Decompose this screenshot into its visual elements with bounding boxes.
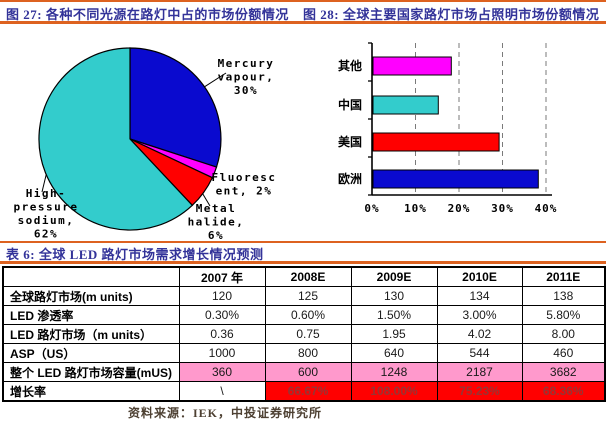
table-cell: \ [178,381,266,402]
pie-chart-light-sources: Mercury vapour, 30% Fluoresc ent, 2% Metal hal… [14,47,277,242]
pie-slice-high-pressure-sodium [38,47,194,231]
table-col-header: 2010E [436,266,523,287]
led-forecast-table: 2007 年 2008E 2009E 2010E 2011E 全球路灯市场(m units… [2,266,606,402]
table-cell: 120 [178,286,266,306]
fig27-title: 图 27: 各种不同光源在路灯中占的市场份额情况 [6,7,289,22]
source-note: 资料来源：IEK，中投证券研究所 [128,406,323,420]
table-cell: 1000 [178,343,266,363]
table-col-header: 2011E [521,266,606,287]
top-divider [0,0,606,2]
table-row: 增长率 \ 66.67% 108.00% 75.23% 68.36% [2,381,606,402]
table-cell: 0.30% [178,305,266,325]
x-tick-label-10: 10% [404,202,427,215]
bar-cat-1 [372,95,439,115]
pie-label-metal-halide: Metal halide, 6% [188,202,245,242]
table-cell: 5.80% [521,305,606,325]
bar-cat-2 [372,132,500,152]
table-cell: 1.50% [350,305,438,325]
bar-cat-3 [372,169,539,189]
table-cell: 4.02 [436,324,523,344]
table-corner-cell [2,266,180,287]
table-title-top-rule [0,241,606,243]
table-cell: 3.00% [436,305,523,325]
table-cell: 1248 [350,362,438,382]
table-cell: 8.00 [521,324,606,344]
table-cell: 75.23% [436,381,523,402]
bar-cat-0 [372,56,452,76]
table-row: ASP（US） 1000 800 640 544 460 [2,343,606,363]
pie-leader-mercury-vapour [204,72,227,88]
row-label: 增长率 [2,381,180,402]
table-row: LED 渗透率 0.30% 0.60% 1.50% 3.00% 5.80% [2,305,606,325]
table-cell: 108.00% [350,381,438,402]
pie-slice-mercury-vapour [129,47,222,168]
table-cell: 0.60% [264,305,352,325]
pie-label-fluorescent: Fluoresc ent, 2% [212,171,277,198]
header-divider [0,21,606,24]
pie-leader-metal-halide [202,193,211,207]
table-cell: 1.95 [350,324,438,344]
table-col-header: 2009E [350,266,438,287]
table-header-row: 2007 年 2008E 2009E 2010E 2011E [2,266,606,287]
x-tick-label-40: 40% [535,202,558,215]
row-label: LED 渗透率 [2,305,180,325]
table-cell: 134 [436,286,523,306]
table-row: 全球路灯市场(m units) 120 125 130 134 138 [2,286,606,306]
bar-category-label-2: 美国 [338,134,362,149]
row-label: 全球路灯市场(m units) [2,286,180,306]
x-tick-label-20: 20% [448,202,471,215]
pie-leader-high-pressure-sodium [41,174,47,193]
pie-label-mercury-vapour: Mercury vapour, 30% [218,57,275,97]
table-cell: 138 [521,286,606,306]
table-cell: 360 [178,362,266,382]
table-col-header: 2008E [264,266,352,287]
table-title-bottom-rule [0,261,606,264]
bar-category-label-0: 其他 [338,58,362,73]
row-label: LED 路灯市场（m units） [2,324,180,344]
table-row: 整个 LED 路灯市场容量(mUS) 360 600 1248 2187 3682 [2,362,606,382]
table-cell: 800 [264,343,352,363]
table-cell: 544 [436,343,523,363]
table-cell: 68.36% [521,381,606,402]
table-cell: 640 [350,343,438,363]
row-label: 整个 LED 路灯市场容量(mUS) [2,362,180,382]
table-cell: 0.36 [178,324,266,344]
table-cell: 125 [264,286,352,306]
x-tick-label-0: 0% [364,202,379,215]
table-cell: 460 [521,343,606,363]
table-col-header: 2007 年 [178,266,266,287]
x-tick-label-30: 30% [491,202,514,215]
table-cell: 0.75 [264,324,352,344]
pie-label-high-pressure-sodium: High-pressure sodium, 62% [14,187,79,241]
table-row: LED 路灯市场（m units） 0.36 0.75 1.95 4.02 8.00 [2,324,606,344]
row-label: ASP（US） [2,343,180,363]
bar-category-label-1: 中国 [338,97,362,112]
table-cell: 600 [264,362,352,382]
table-cell: 2187 [436,362,523,382]
table6-title: 表 6: 全球 LED 路灯市场需求增长情况预测 [6,247,264,262]
table-cell: 3682 [521,362,606,382]
fig28-title: 图 28: 全球主要国家路灯市场占照明市场份额情况 [303,7,600,22]
table-cell: 130 [350,286,438,306]
bar-category-label-3: 欧洲 [338,171,362,186]
table-cell: 66.67% [264,381,352,402]
